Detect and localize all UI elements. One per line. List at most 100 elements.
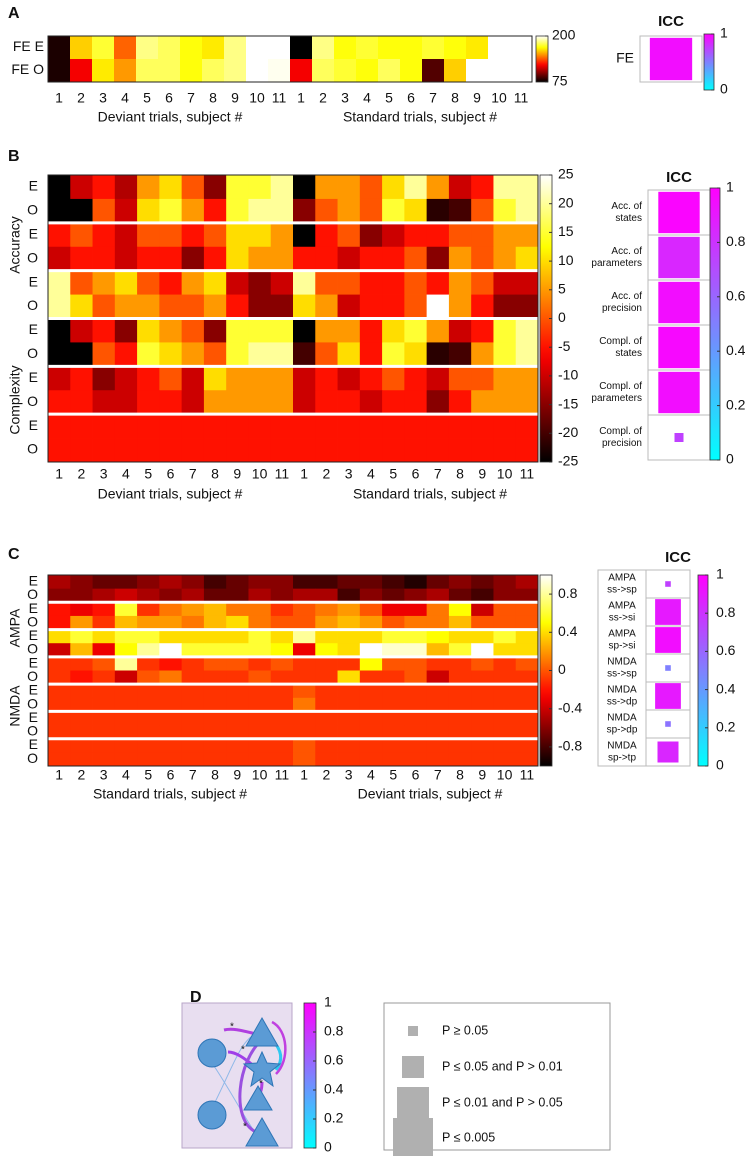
heatmap-cell [293,697,316,712]
heatmap-cell [181,342,205,367]
heatmap-cell [404,738,428,753]
heatmap-cell [226,602,249,617]
heatmap-cell [224,36,247,60]
heatmap-cell [159,684,183,699]
heatmap-cell [70,738,93,753]
colorbar-tick-label: 0 [720,81,728,97]
row-label: FE E [13,38,44,54]
heatmap-cell [448,270,472,295]
heatmap-cell [226,342,249,367]
heatmap-cell [248,222,272,248]
heatmap-cell [92,725,116,740]
heatmap-cell [203,670,227,685]
heatmap-cell [293,175,316,200]
heatmap-cell [114,198,138,224]
colorbar-tick-label: 0 [726,451,734,467]
heatmap-cell [359,588,383,603]
heatmap-cell [181,615,205,630]
heatmap-cell [226,270,249,295]
heatmap-cell [92,438,116,463]
heatmap-cell [337,602,361,617]
node-ss [197,1038,227,1068]
heatmap-cell [315,318,338,343]
icc-square [658,281,700,324]
heatmap-cell [382,629,405,644]
legend-label: P ≥ 0.05 [442,1023,488,1037]
heatmap-cell [426,615,450,630]
heatmap-cell [226,222,249,248]
heatmap-cell [315,438,338,463]
heatmap-cell [359,656,383,671]
legend-swatch [408,1026,418,1036]
heatmap-cell [404,175,428,200]
x-axis-label: Deviant trials, subject # [98,109,243,125]
heatmap-cell [515,198,539,224]
heatmap-cell [248,198,272,224]
heatmap-cell [359,438,383,463]
colorbar [697,574,709,767]
colorbar-tick-label: 20 [558,194,574,210]
heatmap-cell [293,752,316,767]
colorbar-tick-label: 0.2 [324,1110,344,1126]
heatmap-cell [515,366,539,391]
heatmap-cell [248,438,272,463]
heatmap-cell [226,575,249,590]
heatmap-cell [137,656,160,671]
heatmap-cell [337,697,361,712]
x-tick-label: 1 [55,90,63,106]
heatmap-cell [493,670,517,685]
heatmap-cell [290,59,313,83]
x-tick-label: 5 [389,466,397,482]
heatmap-cell [359,342,383,367]
colorbar-tick-label: 0.6 [726,288,746,304]
heatmap-cell [359,629,383,644]
colorbar-tick-label: 25 [558,166,574,182]
heatmap-cell [181,294,205,319]
heatmap-cell [448,438,472,463]
heatmap-cell [248,656,272,671]
heatmap-cell [382,588,405,603]
x-tick-label: 4 [122,466,130,482]
heatmap-cell [359,246,383,272]
heatmap-cell [382,175,405,200]
icc-square [674,433,684,442]
x-axis-label: Standard trials, subject # [343,109,497,125]
heatmap-cell [203,318,227,343]
x-tick-label: 5 [389,767,397,783]
x-tick-label: 2 [319,90,327,106]
heatmap-cell [48,270,71,295]
heatmap-cell [48,615,71,630]
x-tick-label: 6 [167,767,175,783]
heatmap-cell [404,270,428,295]
heatmap-cell [471,175,494,200]
node-star [242,1050,282,1088]
heatmap-cell [70,711,93,726]
x-tick-label: 6 [412,767,420,783]
heatmap-cell [293,438,316,463]
heatmap-cell [114,175,138,200]
heatmap-cell [359,615,383,630]
heatmap-cell [137,575,160,590]
x-tick-label: 1 [300,767,308,783]
heatmap-cell [270,588,294,603]
heatmap-cell [404,725,428,740]
row-label: O [27,393,38,409]
heatmap-cell [92,246,116,272]
heatmap-cell [448,222,472,248]
heatmap-cell [181,697,205,712]
heatmap-cell [159,725,183,740]
legend-label: P ≤ 0.05 and P > 0.01 [442,1059,563,1073]
heatmap-cell [382,697,405,712]
heatmap-cell [114,270,138,295]
heatmap-cell [337,270,361,295]
heatmap-cell [92,615,116,630]
heatmap-cell [493,414,517,439]
heatmap-cell [181,390,205,415]
x-tick-label: 4 [367,466,375,482]
heatmap-cell [400,59,423,83]
heatmap-cell [270,725,294,740]
heatmap-cell [268,59,291,83]
heatmap-cell [114,725,138,740]
heatmap-cell [92,738,116,753]
heatmap-cell [270,438,294,463]
